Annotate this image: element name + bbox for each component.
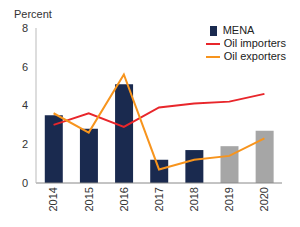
svg-text:0: 0 (22, 177, 28, 189)
svg-text:2015: 2015 (83, 187, 95, 211)
html-text:Oil importers: Oil importers (223, 37, 286, 49)
html-text:Oil exporters: Oil exporters (223, 50, 286, 62)
svg-text:6: 6 (22, 61, 28, 73)
html-text:MENA: MENA (222, 24, 255, 36)
svg-text:2020: 2020 (258, 187, 270, 211)
svg-text:2014: 2014 (47, 187, 59, 211)
svg-text:4: 4 (22, 99, 28, 111)
svg-text:2019: 2019 (223, 187, 235, 211)
svg-text:2: 2 (22, 138, 28, 150)
svg-text:2016: 2016 (118, 187, 130, 211)
svg-text:8: 8 (22, 22, 28, 34)
svg-text:2017: 2017 (153, 187, 165, 211)
svg-text:2018: 2018 (188, 187, 200, 211)
html-text:Percent: Percent (14, 8, 52, 20)
